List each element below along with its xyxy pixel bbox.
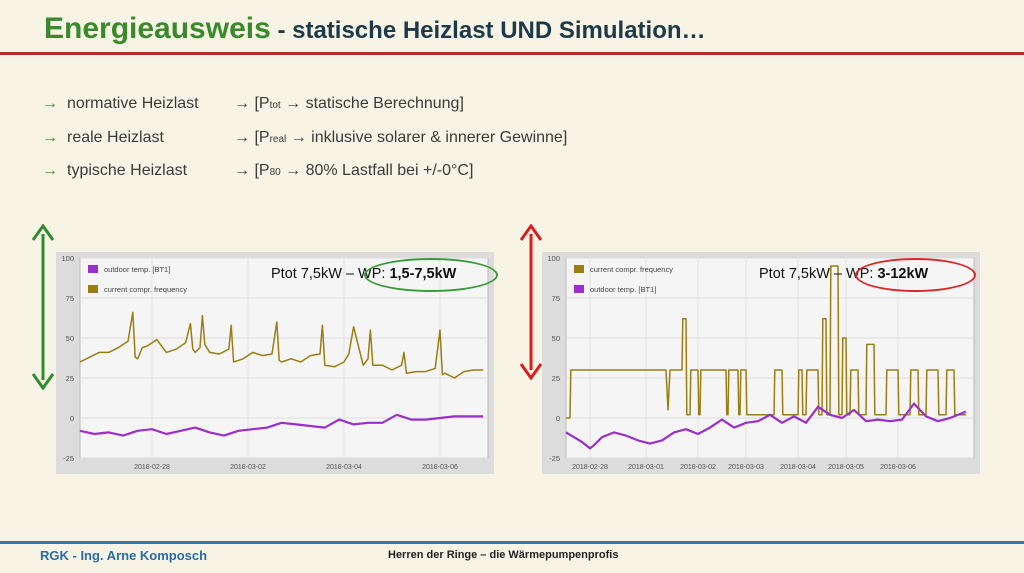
- x-tick-label: 2018-03-02: [230, 464, 266, 471]
- title-divider: [0, 52, 1024, 55]
- heizlast-row-real: → reale Heizlast → [Preal → inklusive so…: [42, 129, 567, 147]
- row-label: typische Heizlast: [67, 162, 188, 179]
- y-tick-label: 50: [552, 334, 560, 343]
- y-tick-label: 25: [552, 374, 560, 383]
- footer-divider: [0, 541, 1024, 544]
- row-label: normative Heizlast: [67, 95, 199, 112]
- row-arrow-icon: →: [42, 162, 58, 179]
- y-tick-label: 50: [66, 334, 74, 343]
- series-line-outdoor-temp: [79, 413, 484, 437]
- x-tick-label: 2018-03-02: [680, 464, 716, 471]
- x-tick-label: 2018-03-05: [828, 464, 864, 471]
- title-main: Energieausweis: [44, 12, 271, 45]
- row-description: → [P80 → 80% Lastfall bei +/-0°C]: [234, 162, 474, 179]
- wp-highlight-oval-right: [855, 258, 976, 292]
- x-tick-label: 2018-03-04: [780, 464, 816, 471]
- legend-label: outdoor temp. [BT1]: [590, 285, 656, 294]
- y-tick-label: 0: [70, 414, 74, 423]
- legend-label: outdoor temp. [BT1]: [104, 265, 170, 274]
- y-tick-label: 100: [547, 254, 560, 263]
- chart-right-panel: 100 75 50 25 0 -25 2018-02-28 2018-03-01 2018-03…: [542, 252, 980, 474]
- footer-tagline: Herren der Ringe – die Wärmepumpenprofis: [388, 549, 619, 561]
- wp-highlight-oval-left: [364, 258, 498, 292]
- y-tick-label: -25: [549, 454, 560, 463]
- heizlast-row-normative: → normative Heizlast → [Ptot → statische…: [42, 95, 464, 113]
- footer-author: RGK - Ing. Arne Komposch: [40, 548, 208, 563]
- y-tick-label: 75: [552, 294, 560, 303]
- red-range-arrow-icon: [519, 224, 543, 380]
- legend-swatch: [574, 265, 584, 273]
- row-description: → [Ptot → statische Berechnung]: [234, 95, 464, 112]
- legend-swatch: [88, 265, 98, 273]
- x-tick-label: 2018-02-28: [572, 464, 608, 471]
- slide-title: Energieausweis - statische Heizlast UND …: [44, 12, 706, 46]
- legend-label: current compr. frequency: [590, 265, 673, 274]
- legend-label: current compr. frequency: [104, 285, 187, 294]
- row-label: reale Heizlast: [67, 129, 164, 146]
- legend-swatch: [574, 285, 584, 293]
- y-tick-label: 25: [66, 374, 74, 383]
- legend-swatch: [88, 285, 98, 293]
- row-description: → [Preal → inklusive solarer & innerer G…: [234, 129, 568, 146]
- x-tick-label: 2018-03-04: [326, 464, 362, 471]
- x-tick-label: 2018-03-06: [880, 464, 916, 471]
- y-tick-label: 75: [66, 294, 74, 303]
- y-tick-label: -25: [63, 454, 74, 463]
- x-tick-label: 2018-03-03: [728, 464, 764, 471]
- series-line-compr-frequency: [79, 311, 484, 379]
- row-arrow-icon: →: [42, 95, 58, 112]
- x-tick-label: 2018-02-28: [134, 464, 170, 471]
- x-tick-label: 2018-03-06: [422, 464, 458, 471]
- chart-left: 100 75 50 25 0 -25 2018-02-28 2018-03-02 2018-03…: [61, 254, 489, 471]
- green-range-arrow-icon: [31, 224, 55, 390]
- x-tick-label: 2018-03-01: [628, 464, 664, 471]
- series-line-outdoor-temp: [565, 402, 967, 450]
- heizlast-row-typical: → typische Heizlast → [P80 → 80% Lastfal…: [42, 162, 473, 180]
- y-tick-label: 100: [61, 254, 74, 263]
- title-subtitle: - statische Heizlast UND Simulation…: [270, 17, 706, 44]
- row-arrow-icon: →: [42, 129, 58, 146]
- y-tick-label: 0: [556, 414, 560, 423]
